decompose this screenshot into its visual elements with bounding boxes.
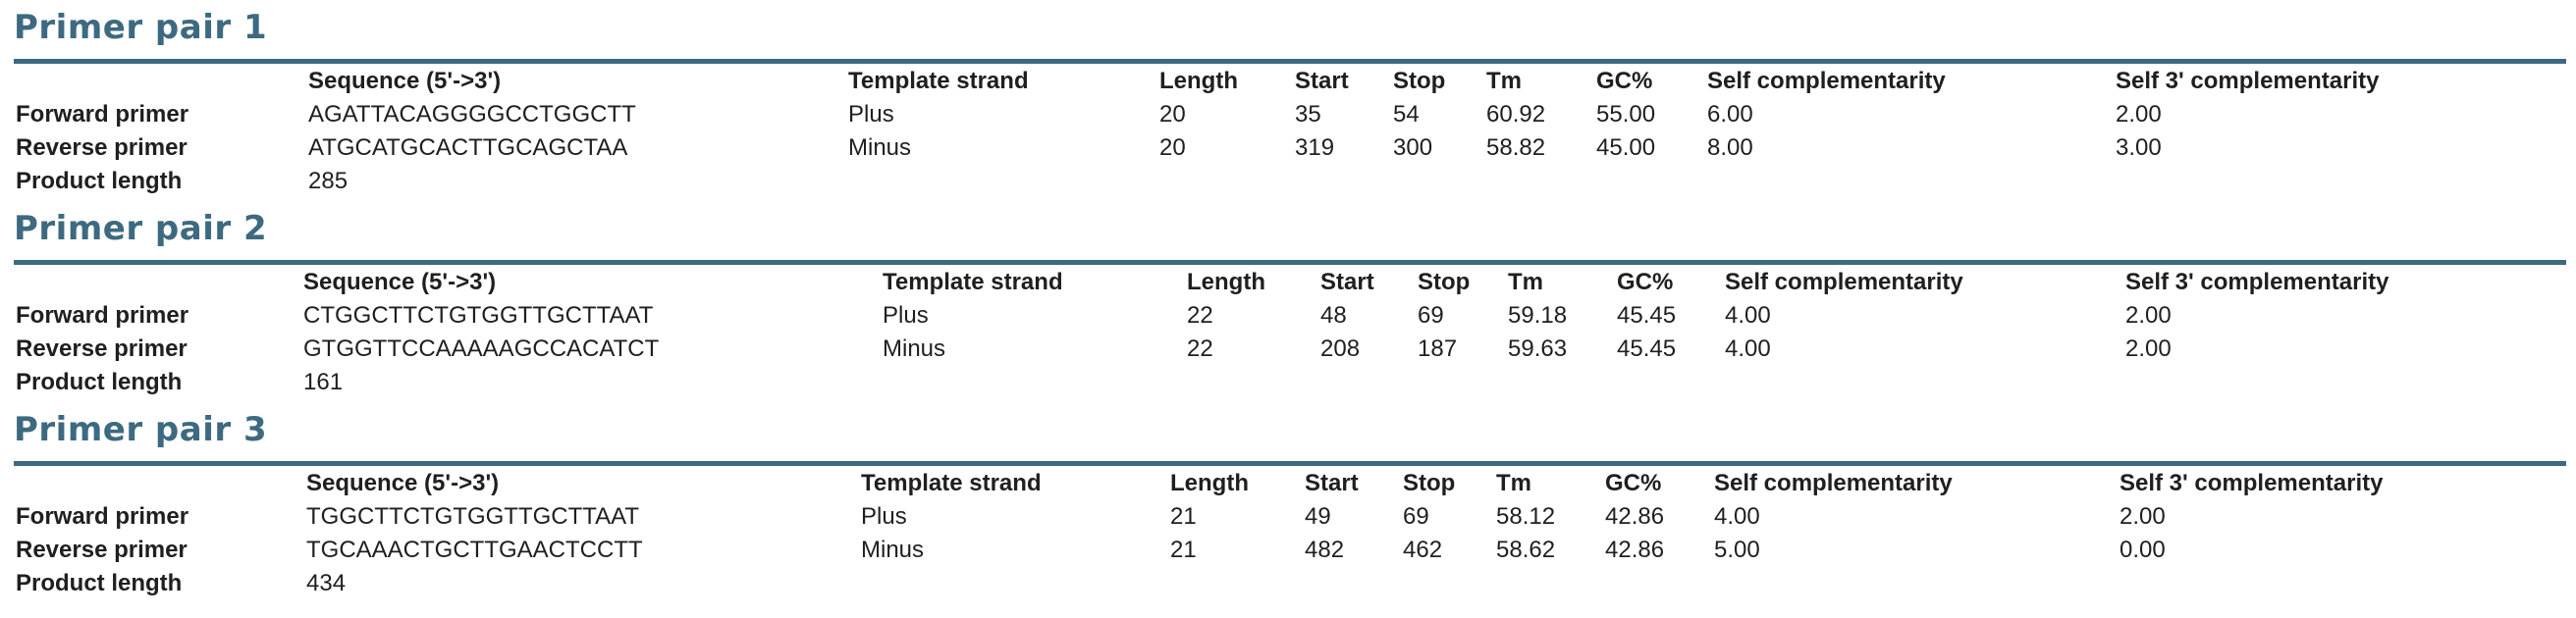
pair-title: Primer pair 1 bbox=[14, 8, 268, 47]
header-template-strand: Template strand bbox=[883, 269, 1063, 295]
forward-self3-comp: 2.00 bbox=[2120, 503, 2166, 530]
reverse-strand: Minus bbox=[883, 335, 946, 362]
label-forward-primer: Forward primer bbox=[16, 101, 189, 128]
reverse-tm: 58.82 bbox=[1486, 134, 1546, 161]
header-tm: Tm bbox=[1508, 269, 1543, 295]
header-length: Length bbox=[1170, 470, 1249, 496]
label-reverse-primer: Reverse primer bbox=[16, 537, 188, 563]
forward-tm: 58.12 bbox=[1496, 503, 1556, 530]
forward-stop: 69 bbox=[1403, 503, 1429, 530]
reverse-sequence: GTGGTTCCAAAAAGCCACATCT bbox=[303, 335, 660, 362]
forward-sequence: AGATTACAGGGGCCTGGCTT bbox=[308, 101, 636, 128]
reverse-gc: 42.86 bbox=[1605, 537, 1665, 563]
header-sequence: Sequence (5'->3') bbox=[308, 68, 502, 94]
reverse-start: 208 bbox=[1320, 335, 1361, 362]
header-stop: Stop bbox=[1418, 269, 1471, 295]
label-reverse-primer: Reverse primer bbox=[16, 134, 188, 161]
product-length-value: 285 bbox=[308, 168, 349, 194]
pair-title: Primer pair 2 bbox=[14, 209, 268, 248]
divider bbox=[14, 461, 2566, 466]
header-self3-comp: Self 3' complementarity bbox=[2116, 68, 2380, 94]
forward-length: 20 bbox=[1159, 101, 1186, 128]
forward-length: 22 bbox=[1187, 302, 1213, 329]
forward-gc: 42.86 bbox=[1605, 503, 1665, 530]
reverse-self3-comp: 3.00 bbox=[2116, 134, 2162, 161]
reverse-self3-comp: 2.00 bbox=[2125, 335, 2172, 362]
label-product-length: Product length bbox=[16, 570, 183, 596]
product-length-value: 434 bbox=[306, 570, 347, 596]
forward-strand: Plus bbox=[883, 302, 929, 329]
header-length: Length bbox=[1159, 68, 1238, 94]
header-self3-comp: Self 3' complementarity bbox=[2125, 269, 2389, 295]
forward-self3-comp: 2.00 bbox=[2116, 101, 2162, 128]
forward-strand: Plus bbox=[848, 101, 894, 128]
reverse-strand: Minus bbox=[861, 537, 925, 563]
forward-tm: 59.18 bbox=[1508, 302, 1568, 329]
reverse-gc: 45.45 bbox=[1617, 335, 1677, 362]
header-template-strand: Template strand bbox=[861, 470, 1042, 496]
header-start: Start bbox=[1320, 269, 1374, 295]
forward-self-comp: 4.00 bbox=[1725, 302, 1771, 329]
header-length: Length bbox=[1187, 269, 1265, 295]
product-length-value: 161 bbox=[303, 369, 344, 395]
reverse-self3-comp: 0.00 bbox=[2120, 537, 2166, 563]
forward-self-comp: 4.00 bbox=[1714, 503, 1760, 530]
reverse-self-comp: 4.00 bbox=[1725, 335, 1771, 362]
reverse-gc: 45.00 bbox=[1596, 134, 1656, 161]
header-gc: GC% bbox=[1596, 68, 1653, 94]
header-tm: Tm bbox=[1486, 68, 1522, 94]
reverse-start: 482 bbox=[1305, 537, 1345, 563]
forward-self-comp: 6.00 bbox=[1707, 101, 1753, 128]
header-sequence: Sequence (5'->3') bbox=[303, 269, 497, 295]
reverse-self-comp: 8.00 bbox=[1707, 134, 1753, 161]
forward-gc: 55.00 bbox=[1596, 101, 1656, 128]
reverse-stop: 300 bbox=[1393, 134, 1433, 161]
forward-strand: Plus bbox=[861, 503, 907, 530]
reverse-tm: 58.62 bbox=[1496, 537, 1556, 563]
header-stop: Stop bbox=[1403, 470, 1456, 496]
header-self3-comp: Self 3' complementarity bbox=[2120, 470, 2384, 496]
divider bbox=[14, 59, 2566, 64]
header-tm: Tm bbox=[1496, 470, 1531, 496]
pair-title: Primer pair 3 bbox=[14, 410, 268, 449]
header-start: Start bbox=[1295, 68, 1349, 94]
header-start: Start bbox=[1305, 470, 1359, 496]
header-template-strand: Template strand bbox=[848, 68, 1029, 94]
label-forward-primer: Forward primer bbox=[16, 503, 189, 530]
forward-sequence: CTGGCTTCTGTGGTTGCTTAAT bbox=[303, 302, 654, 329]
forward-self3-comp: 2.00 bbox=[2125, 302, 2172, 329]
label-product-length: Product length bbox=[16, 369, 183, 395]
reverse-length: 20 bbox=[1159, 134, 1186, 161]
label-reverse-primer: Reverse primer bbox=[16, 335, 188, 362]
header-gc: GC% bbox=[1617, 269, 1674, 295]
reverse-length: 21 bbox=[1170, 537, 1197, 563]
forward-start: 49 bbox=[1305, 503, 1331, 530]
header-stop: Stop bbox=[1393, 68, 1446, 94]
forward-length: 21 bbox=[1170, 503, 1197, 530]
reverse-stop: 462 bbox=[1403, 537, 1443, 563]
forward-sequence: TGGCTTCTGTGGTTGCTTAAT bbox=[306, 503, 640, 530]
reverse-sequence: TGCAAACTGCTTGAACTCCTT bbox=[306, 537, 643, 563]
divider bbox=[14, 260, 2566, 265]
forward-tm: 60.92 bbox=[1486, 101, 1546, 128]
header-gc: GC% bbox=[1605, 470, 1662, 496]
reverse-strand: Minus bbox=[848, 134, 912, 161]
forward-stop: 54 bbox=[1393, 101, 1420, 128]
reverse-tm: 59.63 bbox=[1508, 335, 1568, 362]
forward-gc: 45.45 bbox=[1617, 302, 1677, 329]
forward-start: 48 bbox=[1320, 302, 1347, 329]
reverse-sequence: ATGCATGCACTTGCAGCTAA bbox=[308, 134, 628, 161]
reverse-self-comp: 5.00 bbox=[1714, 537, 1760, 563]
header-self-comp: Self complementarity bbox=[1725, 269, 1963, 295]
forward-stop: 69 bbox=[1418, 302, 1444, 329]
reverse-start: 319 bbox=[1295, 134, 1335, 161]
header-self-comp: Self complementarity bbox=[1707, 68, 1946, 94]
label-product-length: Product length bbox=[16, 168, 183, 194]
reverse-stop: 187 bbox=[1418, 335, 1458, 362]
reverse-length: 22 bbox=[1187, 335, 1213, 362]
label-forward-primer: Forward primer bbox=[16, 302, 189, 329]
forward-start: 35 bbox=[1295, 101, 1321, 128]
header-sequence: Sequence (5'->3') bbox=[306, 470, 500, 496]
header-self-comp: Self complementarity bbox=[1714, 470, 1953, 496]
